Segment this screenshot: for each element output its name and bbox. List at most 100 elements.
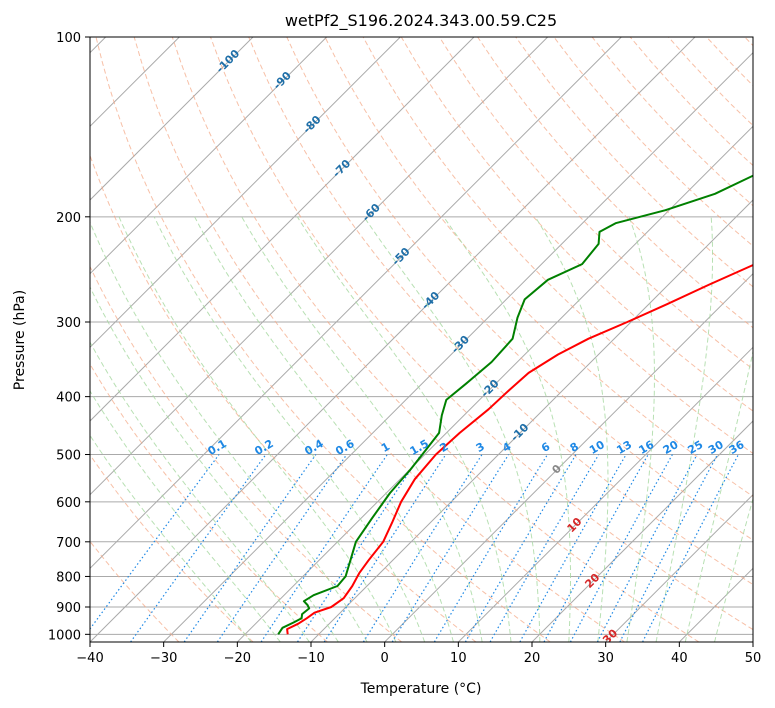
x-tick-label: 30 [597, 651, 614, 666]
mixing-ratio-line [433, 454, 549, 642]
mixing-ratio-line [569, 454, 673, 642]
moist-adiabat-line [118, 216, 397, 642]
isotherm-line [90, 37, 401, 349]
isotherm-line [90, 37, 696, 642]
y-tick-label: 900 [56, 601, 81, 616]
isotherm-line [90, 37, 254, 201]
isotherm-label: 40 [618, 682, 638, 702]
isotherm-line [90, 37, 622, 570]
dry-adiabat-line [248, 37, 753, 586]
mixing-ratio-line [464, 454, 577, 642]
moist-adiabat-line [90, 286, 339, 642]
dry-adiabat-line [362, 37, 753, 455]
dry-adiabat-line [171, 37, 700, 642]
mixing-ratio-line [130, 454, 267, 642]
dry-adiabat-line [744, 37, 753, 47]
moist-adiabat-line [626, 216, 656, 642]
dry-adiabat-line [706, 37, 753, 87]
y-tick-label: 200 [56, 211, 81, 226]
moist-adiabat-line [534, 216, 609, 642]
x-tick-label: 40 [671, 651, 688, 666]
isotherm-line [310, 199, 753, 642]
dewpoint-profile-line [277, 174, 753, 635]
dry-adiabat-line [90, 153, 477, 642]
dry-adiabat-line [90, 363, 328, 642]
dry-adiabat-line [477, 37, 753, 329]
x-tick-label: −30 [150, 651, 177, 666]
mixing-ratio-label: 3 [474, 440, 487, 455]
mixing-ratio-line [216, 454, 348, 642]
dry-adiabat-line [90, 453, 254, 642]
moist-adiabat-line [714, 497, 753, 642]
moist-adiabat-line [655, 216, 713, 642]
chart-title: wetPf2_S196.2024.343.00.59.C25 [285, 11, 557, 31]
y-tick-label: 400 [56, 391, 81, 406]
dry-adiabat-line [591, 37, 753, 207]
mixing-ratio-label: 1 [379, 440, 392, 455]
x-tick-label: −40 [76, 651, 103, 666]
y-tick-label: 100 [56, 31, 81, 46]
dry-adiabat-line [90, 540, 180, 642]
moist-adiabat-line [90, 341, 310, 642]
y-tick-label: 500 [56, 449, 81, 464]
y-tick-label: 1000 [48, 628, 81, 643]
mixing-ratio-label: 4 [500, 440, 513, 455]
plot-frame [89, 36, 754, 643]
moist-adiabat-line [153, 216, 426, 642]
isotherm-line [90, 37, 549, 496]
x-tick-label: −10 [297, 651, 324, 666]
dry-adiabat-line [95, 37, 551, 642]
isotherm-line [90, 37, 475, 422]
isotherm-line [531, 420, 753, 642]
y-tick-label: 800 [56, 570, 81, 585]
plot-series [277, 174, 753, 635]
dry-adiabat-line [438, 37, 753, 370]
x-tick-label: 10 [450, 651, 467, 666]
isotherm-line [457, 346, 753, 642]
dry-adiabat-line [210, 37, 753, 631]
mixing-ratio-line [362, 454, 483, 642]
dry-adiabat-line [133, 37, 625, 642]
isotherm-line [90, 37, 328, 275]
isotherm-line [605, 493, 753, 642]
isotherm-line [384, 272, 753, 642]
plot-lines [90, 37, 753, 642]
x-tick-label: −20 [224, 651, 251, 666]
y-axis-ticks: 100 200 300 400 500 600 700 800 900 1000 [48, 31, 90, 643]
y-tick-label: 300 [56, 316, 81, 331]
mixing-ratio-line [323, 454, 447, 642]
x-tick-label: 20 [524, 651, 541, 666]
moist-adiabat-line [296, 216, 512, 642]
temperature-profile-line [286, 263, 753, 635]
y-axis-label: Pressure (hPa) [12, 290, 28, 390]
y-tick-label: 700 [56, 536, 81, 551]
mixing-ratio-line [183, 454, 317, 642]
x-tick-label: 50 [745, 651, 762, 666]
dry-adiabat-line [400, 37, 753, 412]
isotherm-line [236, 125, 753, 642]
x-axis-ticks: −40 −30 −20 −10 0 10 20 30 40 50 [76, 642, 761, 666]
dry-adiabat-line [324, 37, 753, 498]
mixing-ratio-line [260, 454, 388, 642]
dry-adiabat-line [90, 265, 403, 642]
moist-adiabat-line [90, 434, 252, 642]
dry-adiabat-line [668, 37, 753, 127]
isotherm-line [752, 641, 753, 642]
x-tick-label: 0 [381, 651, 389, 666]
y-tick-label: 600 [56, 496, 81, 511]
moist-adiabat-line [90, 220, 368, 642]
mixing-ratio-line [296, 454, 422, 642]
mixing-ratio-line [519, 454, 627, 642]
mixing-ratio-line [90, 454, 220, 630]
moist-adiabat-line [241, 216, 483, 642]
dry-adiabat-line [286, 37, 753, 541]
moist-adiabat-line [90, 390, 281, 642]
mixing-ratio-line [489, 454, 600, 642]
moist-adiabat-line [363, 216, 541, 642]
moist-adiabat-line [684, 349, 753, 642]
x-axis-label: Temperature (°C) [360, 681, 482, 697]
mixing-ratio-label: 6 [539, 440, 552, 455]
mixing-ratio-line [619, 454, 719, 642]
isotherm-line [678, 567, 753, 642]
